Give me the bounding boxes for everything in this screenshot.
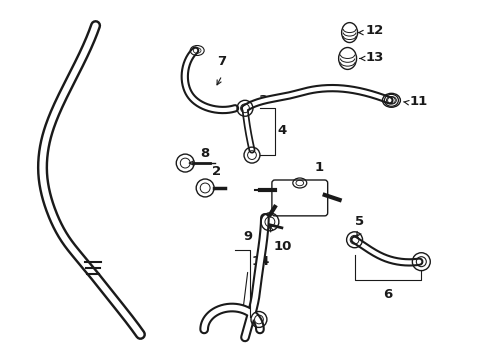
Text: 6: 6: [383, 288, 392, 301]
Text: 5: 5: [355, 215, 364, 228]
Text: 7: 7: [218, 55, 227, 68]
Text: 3: 3: [258, 94, 267, 107]
Text: 13: 13: [366, 51, 384, 64]
Text: 10: 10: [274, 240, 292, 253]
Text: 1: 1: [315, 161, 324, 174]
Text: 14: 14: [252, 255, 270, 268]
Text: 9: 9: [244, 230, 252, 243]
Text: 4: 4: [278, 124, 287, 137]
FancyBboxPatch shape: [272, 180, 328, 216]
Text: 12: 12: [366, 24, 384, 37]
Text: 2: 2: [212, 165, 221, 178]
Text: 11: 11: [409, 95, 428, 108]
Text: 8: 8: [200, 147, 209, 160]
